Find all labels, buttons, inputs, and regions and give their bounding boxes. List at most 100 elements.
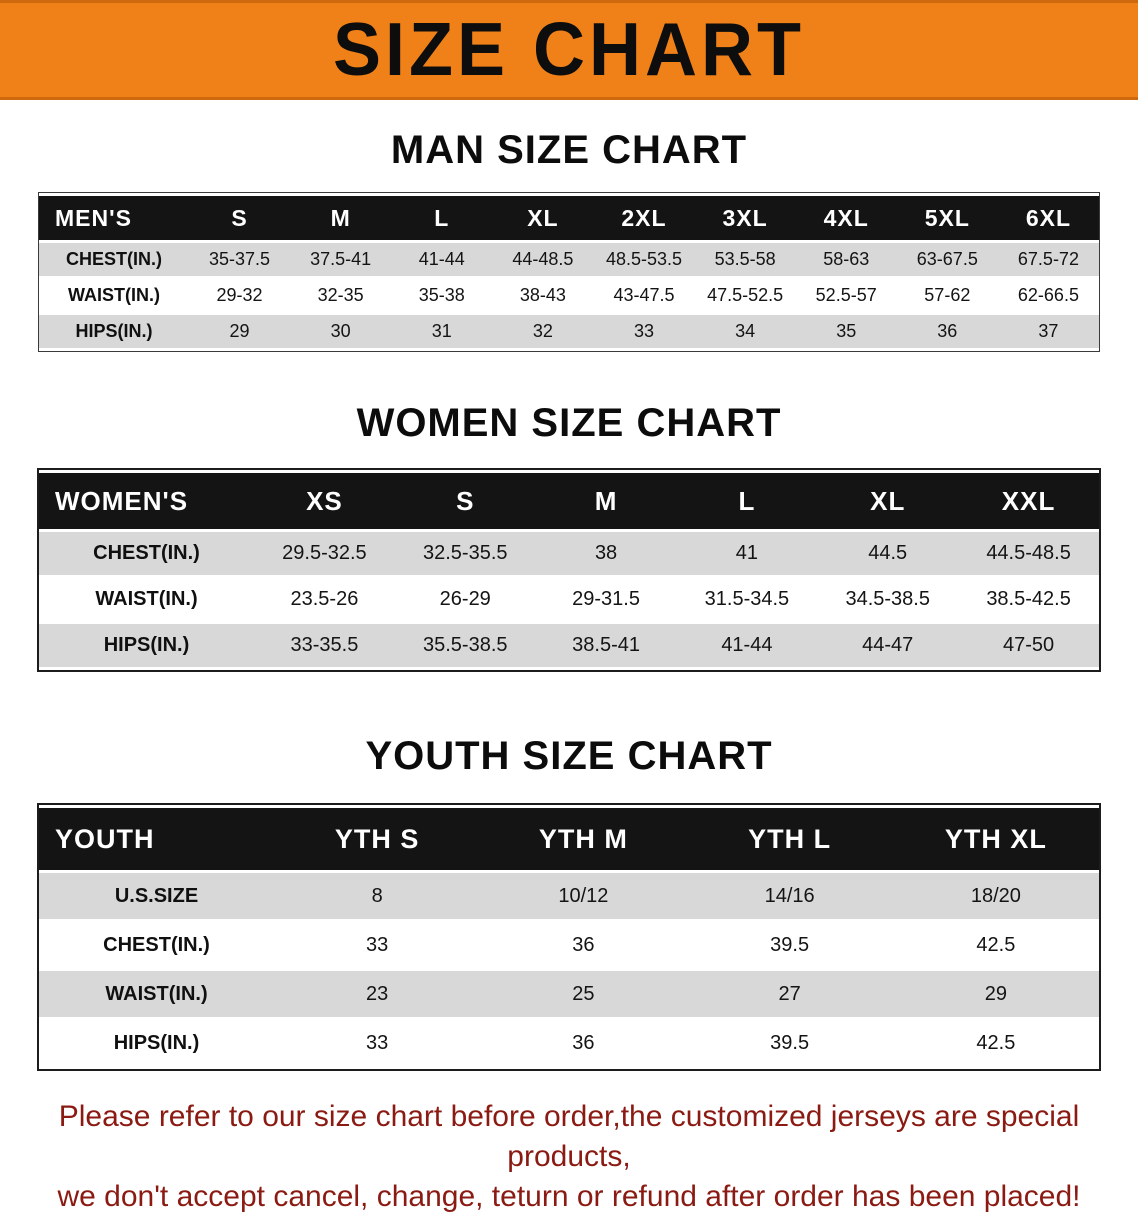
table-header-row: WOMEN'S XS S M L XL XXL [39, 473, 1099, 529]
value-cell: 32 [492, 315, 594, 348]
youth-section-heading: YOUTH SIZE CHART [365, 734, 773, 778]
column-header-cell: L [391, 196, 493, 240]
value-cell: 47-50 [958, 624, 1099, 667]
table-row: WAIST(IN.) 23.5-26 26-29 29-31.5 31.5-34.5 34… [39, 578, 1099, 621]
column-header-cell: M [535, 473, 677, 529]
column-header-cell: YTH M [480, 808, 687, 870]
value-cell: 34 [694, 315, 796, 348]
row-label-cell: WAIST(IN.) [39, 971, 274, 1017]
value-cell: 42.5 [892, 1020, 1099, 1066]
page-title: SIZE CHART [333, 8, 805, 93]
value-cell: 23 [274, 971, 481, 1017]
table-row: HIPS(IN.) 29 30 31 32 33 34 35 36 37 [39, 315, 1099, 348]
table-row: CHEST(IN.) 29.5-32.5 32.5-35.5 38 41 44.5 44.5… [39, 532, 1099, 575]
value-cell: 31 [391, 315, 493, 348]
column-header-cell: 2XL [593, 196, 695, 240]
value-cell: 10/12 [480, 873, 687, 919]
column-header-cell: M [290, 196, 392, 240]
value-cell: 33-35.5 [254, 624, 395, 667]
order-policy-notice: Please refer to our size chart before or… [0, 1097, 1138, 1217]
value-cell: 52.5-57 [795, 279, 897, 312]
table-row: CHEST(IN.) 33 36 39.5 42.5 [39, 922, 1099, 968]
value-cell: 42.5 [892, 922, 1099, 968]
value-cell: 8 [274, 873, 481, 919]
column-header-cell: 5XL [896, 196, 998, 240]
value-cell: 36 [480, 922, 687, 968]
table-header-row: YOUTH YTH S YTH M YTH L YTH XL [39, 808, 1099, 870]
value-cell: 44-48.5 [492, 243, 594, 276]
value-cell: 58-63 [795, 243, 897, 276]
value-cell: 38.5-41 [535, 624, 677, 667]
column-header-cell: YTH L [686, 808, 893, 870]
women-size-table: WOMEN'S XS S M L XL XXL CHEST(IN.) 29.5-32.5 32.5… [37, 468, 1101, 672]
value-cell: 41 [676, 532, 818, 575]
value-cell: 38-43 [492, 279, 594, 312]
women-size-section: WOMEN SIZE CHART WOMEN'S XS S M L XL XXL CHEST(… [0, 351, 1138, 672]
value-cell: 29-32 [189, 279, 291, 312]
column-header-cell: 3XL [694, 196, 796, 240]
value-cell: 33 [274, 1020, 481, 1066]
men-size-table: MEN'S S M L XL 2XL 3XL 4XL 5XL 6XL CHEST(IN.) 35-37… [38, 192, 1100, 352]
table-row: CHEST(IN.) 35-37.5 37.5-41 41-44 44-48.5 48.5… [39, 243, 1099, 276]
value-cell: 35-37.5 [189, 243, 291, 276]
column-header-cell: YTH S [274, 808, 481, 870]
row-label-cell: U.S.SIZE [39, 873, 274, 919]
column-header-cell: XL [492, 196, 594, 240]
value-cell: 48.5-53.5 [593, 243, 695, 276]
order-policy-line-1: Please refer to our size chart before or… [58, 1100, 1080, 1173]
column-header-cell: L [676, 473, 818, 529]
value-cell: 41-44 [676, 624, 818, 667]
row-label-cell: HIPS(IN.) [39, 624, 254, 667]
order-policy-line-2: we don't accept cancel, change, teturn o… [57, 1179, 1081, 1213]
value-cell: 14/16 [686, 873, 893, 919]
row-label-cell: CHEST(IN.) [39, 532, 254, 575]
column-header-cell: 6XL [997, 196, 1099, 240]
value-cell: 29 [892, 971, 1099, 1017]
value-cell: 36 [480, 1020, 687, 1066]
value-cell: 26-29 [394, 578, 536, 621]
table-row: HIPS(IN.) 33 36 39.5 42.5 [39, 1020, 1099, 1066]
column-header-cell: XS [254, 473, 395, 529]
row-label-cell: CHEST(IN.) [39, 243, 189, 276]
value-cell: 31.5-34.5 [676, 578, 818, 621]
value-cell: 67.5-72 [997, 243, 1099, 276]
table-header-row: MEN'S S M L XL 2XL 3XL 4XL 5XL 6XL [39, 196, 1099, 240]
row-label-cell: WAIST(IN.) [39, 279, 189, 312]
row-label-cell: CHEST(IN.) [39, 922, 274, 968]
value-cell: 35.5-38.5 [394, 624, 536, 667]
value-cell: 29 [189, 315, 291, 348]
value-cell: 25 [480, 971, 687, 1017]
value-cell: 44-47 [817, 624, 959, 667]
men-size-section: MAN SIZE CHART MEN'S S M L XL 2XL 3XL 4XL 5XL 6XL… [0, 100, 1138, 352]
value-cell: 63-67.5 [896, 243, 998, 276]
value-cell: 39.5 [686, 922, 893, 968]
value-cell: 32.5-35.5 [394, 532, 536, 575]
value-cell: 62-66.5 [997, 279, 1099, 312]
value-cell: 57-62 [896, 279, 998, 312]
table-title-cell: YOUTH [39, 808, 274, 870]
women-section-heading: WOMEN SIZE CHART [356, 401, 782, 445]
value-cell: 27 [686, 971, 893, 1017]
column-header-cell: S [394, 473, 536, 529]
table-row: WAIST(IN.) 29-32 32-35 35-38 38-43 43-47.5 47.… [39, 279, 1099, 312]
value-cell: 43-47.5 [593, 279, 695, 312]
value-cell: 35 [795, 315, 897, 348]
value-cell: 18/20 [892, 873, 1099, 919]
value-cell: 41-44 [391, 243, 493, 276]
value-cell: 29-31.5 [535, 578, 677, 621]
youth-size-section: YOUTH SIZE CHART YOUTH YTH S YTH M YTH L YTH… [0, 670, 1138, 1071]
column-header-cell: XL [817, 473, 959, 529]
value-cell: 53.5-58 [694, 243, 796, 276]
value-cell: 33 [593, 315, 695, 348]
table-row: HIPS(IN.) 33-35.5 35.5-38.5 38.5-41 41-44 44-… [39, 624, 1099, 667]
column-header-cell: S [189, 196, 291, 240]
value-cell: 23.5-26 [254, 578, 395, 621]
table-title-cell: WOMEN'S [39, 473, 254, 529]
value-cell: 37 [997, 315, 1099, 348]
row-label-cell: HIPS(IN.) [39, 315, 189, 348]
column-header-cell: 4XL [795, 196, 897, 240]
row-label-cell: HIPS(IN.) [39, 1020, 274, 1066]
value-cell: 44.5-48.5 [958, 532, 1099, 575]
value-cell: 34.5-38.5 [817, 578, 959, 621]
value-cell: 36 [896, 315, 998, 348]
